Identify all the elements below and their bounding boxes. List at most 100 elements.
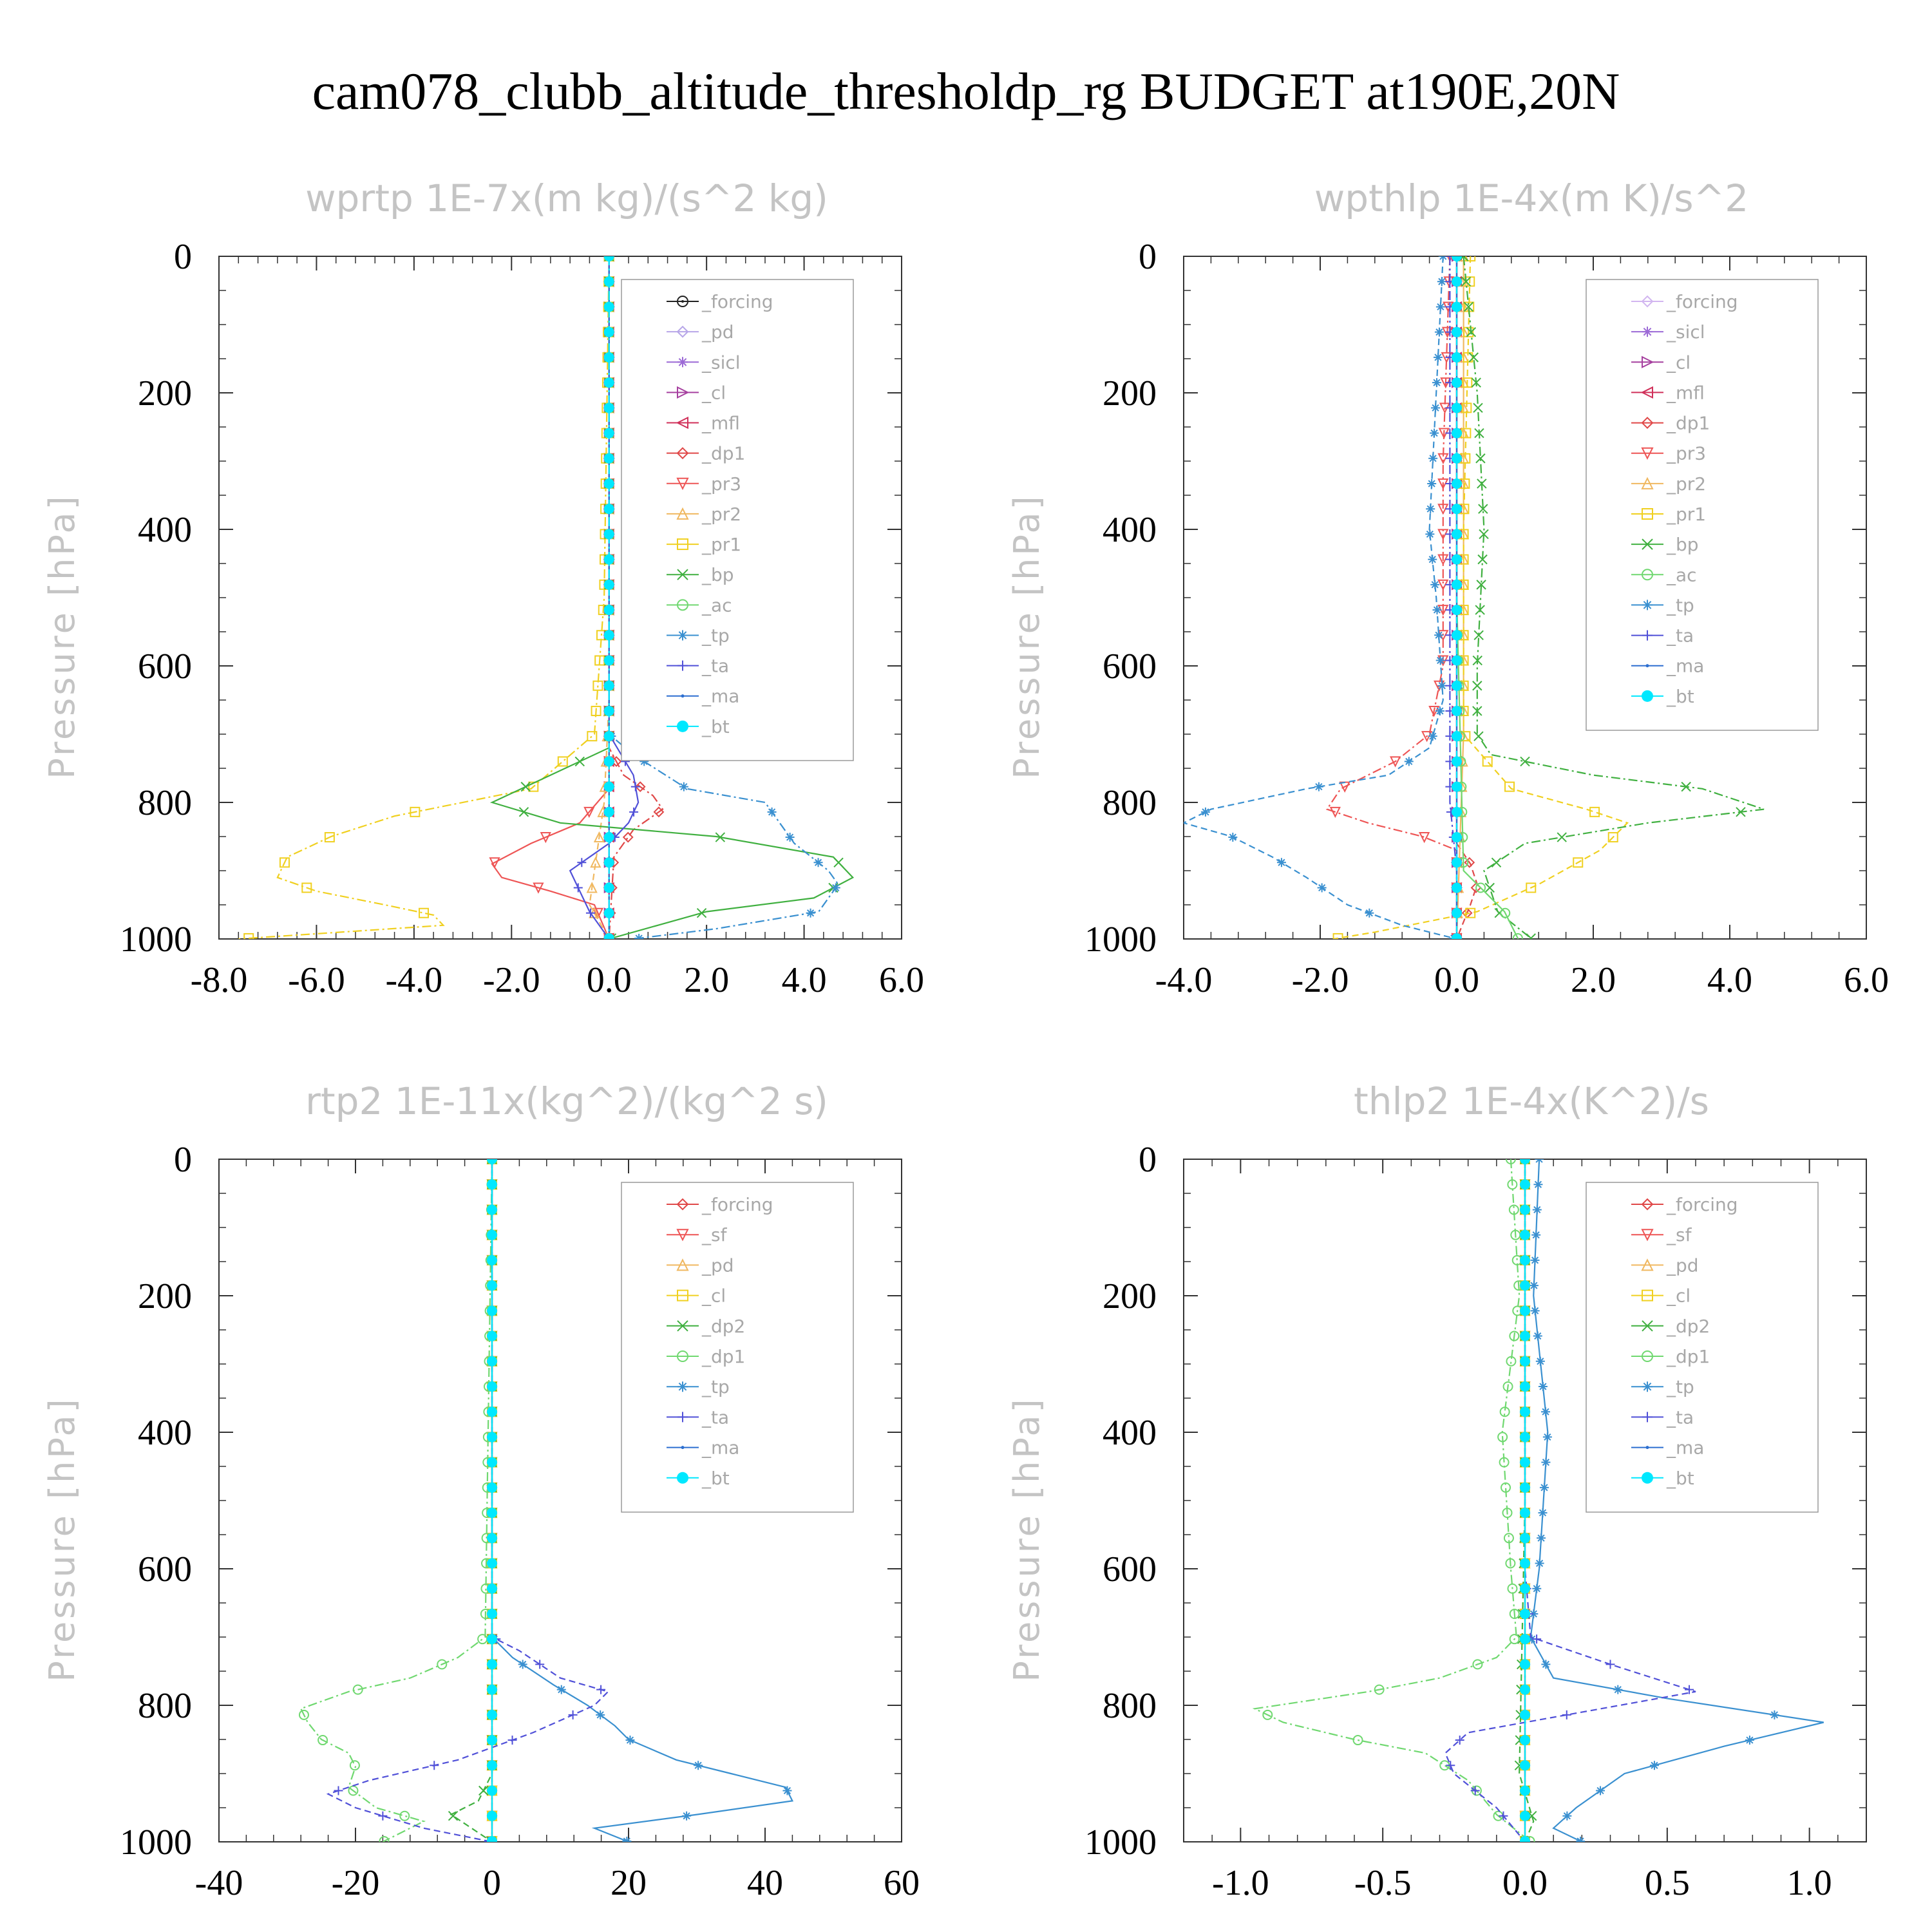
series-bt [1520,1159,1530,1842]
data-point [1596,1786,1605,1795]
legend-label: _dp1 [1666,413,1710,434]
data-point [1649,1761,1659,1770]
y-tick-label: 600 [1103,647,1157,687]
data-point [1520,1810,1530,1821]
series-line [1530,1159,1824,1842]
y-tick-label: 1000 [1084,1823,1157,1862]
series-line [1334,256,1629,939]
data-point [1463,327,1474,337]
data-point [1526,933,1536,939]
legend-item-forcing: _forcing [1631,291,1738,312]
legend-label: _bt [701,716,730,737]
legend-marker [1641,1258,1654,1271]
legend-item-dp2: _dp2 [1631,1316,1710,1337]
data-point [1461,402,1472,413]
legend-marker [1642,1412,1653,1423]
data-point [1531,1230,1541,1240]
legend-marker [677,630,688,641]
data-point [1431,403,1441,413]
x-tick-label: 1.0 [1787,1863,1832,1903]
data-point [590,857,601,868]
legend-item-ma: _ma [667,686,739,707]
data-point [603,276,614,287]
x-tick-label: 4.0 [1707,960,1752,1000]
data-point [1529,1281,1539,1291]
data-point [1573,857,1584,868]
data-point [324,832,335,843]
legend-item-tp: _tp [1631,594,1694,616]
data-point [1535,1558,1544,1568]
data-point [1461,276,1472,287]
data-point [1452,630,1462,641]
data-point [831,883,840,893]
legend-label: _dp1 [701,1346,745,1367]
data-point [1471,377,1481,388]
data-point [399,1810,410,1821]
legend-box [1586,279,1819,731]
series-bt [603,256,614,939]
data-point [487,1305,497,1316]
data-point [1520,1835,1530,1842]
data-point [1452,705,1462,716]
series-line [299,1159,493,1842]
data-point [603,579,614,590]
legend-item-ac: _ac [667,594,732,616]
data-point [379,1835,390,1842]
data-point [533,882,544,894]
y-tick-label: 400 [1103,510,1157,550]
legend-marker [1641,417,1654,429]
y-tick-label: 1000 [1084,920,1157,960]
data-point [1317,883,1327,893]
y-tick-label: 400 [138,1413,192,1453]
legend-item-ta: _ta [667,1406,729,1428]
data-point [1499,1811,1508,1821]
series-pr3 [1325,256,1463,939]
legend-label: _ta [1666,625,1694,647]
data-point [603,933,614,939]
data-point [1428,732,1437,741]
data-point [1452,301,1462,312]
data-point [603,705,614,716]
data-point [1527,1634,1537,1644]
data-point [1452,352,1462,363]
data-point [585,908,595,918]
data-point [1468,352,1479,363]
data-point [1470,1786,1480,1795]
legend-marker [1642,1350,1653,1362]
data-point [591,705,601,716]
data-point [653,806,665,818]
legend-item-ma: _ma [667,1437,739,1459]
legend-marker [1642,355,1654,368]
data-point [1520,1229,1530,1240]
data-point [1520,1406,1530,1417]
data-point [1464,857,1475,868]
data-point [1607,832,1618,843]
data-point [334,1786,343,1795]
legend-marker-center [681,300,684,303]
series-line [450,1159,493,1842]
x-tick-label: 40 [747,1863,783,1903]
legend-item-sf: _sf [1631,1224,1692,1245]
y-tick-label: 0 [1139,237,1157,277]
legend-label: _bt [1666,686,1694,707]
legend-marker [1642,1381,1653,1392]
series-pr3 [489,256,615,939]
data-point [1507,1179,1518,1190]
data-point [1520,1204,1530,1215]
data-point [487,1280,497,1291]
legend-item-dp1: _dp1 [667,443,745,464]
data-point [1520,1785,1530,1796]
data-point [1520,1255,1530,1265]
data-point [487,1583,497,1594]
data-point [1432,378,1441,388]
data-point [1428,554,1437,564]
data-point [489,857,500,869]
legend-label: _mfl [701,413,740,434]
y-tick-label: 800 [138,1686,192,1726]
data-point [1472,655,1482,666]
legend-item-ac: _ac [1631,564,1697,585]
data-point [1437,504,1449,515]
data-point [603,554,614,565]
data-point [603,781,614,792]
data-point [1478,504,1488,514]
